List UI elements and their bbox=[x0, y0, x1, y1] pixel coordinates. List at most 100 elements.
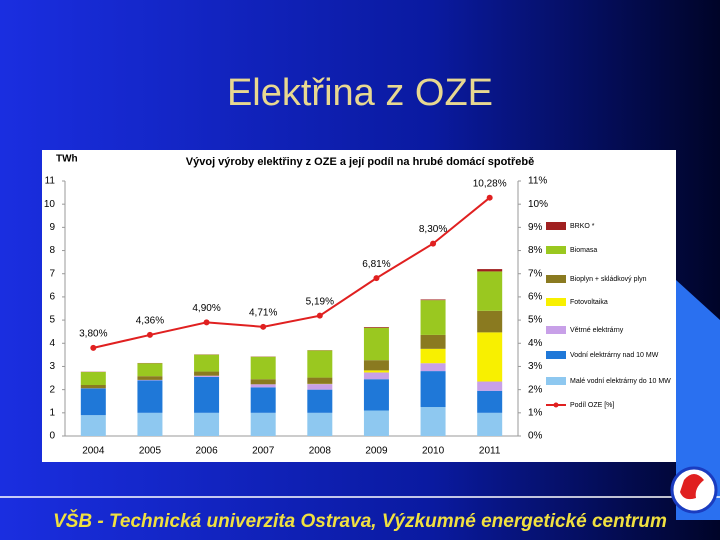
legend-swatch bbox=[546, 275, 566, 283]
y2-tick-label: 10% bbox=[528, 199, 548, 210]
bar-segment bbox=[421, 335, 446, 349]
bar-segment bbox=[364, 328, 389, 360]
bar-segment bbox=[421, 349, 446, 363]
bar-segment bbox=[421, 371, 446, 407]
y2-tick-label: 6% bbox=[528, 292, 543, 303]
x-tick-label: 2010 bbox=[422, 446, 445, 457]
bar-segment bbox=[477, 391, 502, 413]
legend-swatch bbox=[546, 246, 566, 254]
x-tick-label: 2006 bbox=[195, 446, 218, 457]
y-axis-label: TWh bbox=[56, 154, 78, 165]
legend-swatch bbox=[546, 222, 566, 230]
bar-segment bbox=[251, 357, 276, 379]
bar-segment bbox=[477, 382, 502, 391]
x-tick-label: 2005 bbox=[139, 446, 162, 457]
data-label: 8,30% bbox=[419, 224, 447, 235]
bar-segment bbox=[421, 300, 446, 335]
y2-tick-label: 11% bbox=[528, 176, 547, 187]
x-tick-label: 2009 bbox=[365, 446, 388, 457]
legend-label: Fotovoltaika bbox=[570, 299, 608, 306]
y-tick-label: 0 bbox=[49, 431, 55, 442]
data-label: 4,71% bbox=[249, 307, 277, 318]
bar-segment bbox=[137, 413, 162, 436]
data-label: 10,28% bbox=[473, 178, 507, 189]
bar-segment bbox=[477, 332, 502, 381]
bar-segment bbox=[307, 378, 332, 384]
y2-tick-label: 8% bbox=[528, 245, 543, 256]
y-tick-label: 3 bbox=[49, 361, 55, 372]
y2-tick-label: 0% bbox=[528, 431, 543, 442]
legend-label: Podíl OZE [%] bbox=[570, 402, 614, 409]
y2-tick-label: 3% bbox=[528, 361, 543, 372]
chart-title: Vývoj výroby elektřiny z OZE a její podí… bbox=[186, 156, 534, 168]
bar-segment bbox=[81, 415, 106, 436]
y-tick-label: 2 bbox=[49, 384, 55, 395]
y-tick-label: 11 bbox=[45, 176, 56, 187]
line-point bbox=[430, 241, 436, 247]
legend-label: Vodní elektrárny nad 10 MW bbox=[570, 352, 659, 359]
bar-segment bbox=[421, 407, 446, 436]
bar-segment bbox=[364, 327, 389, 328]
legend-label: Bioplyn + skládkový plyn bbox=[570, 276, 647, 283]
bar-segment bbox=[364, 411, 389, 437]
bar-segment bbox=[137, 376, 162, 380]
data-label: 4,90% bbox=[192, 303, 220, 314]
line-point bbox=[147, 332, 153, 338]
data-label: 6,81% bbox=[362, 259, 390, 270]
legend-swatch bbox=[546, 377, 566, 385]
bar-segment bbox=[137, 363, 162, 376]
y2-tick-label: 2% bbox=[528, 384, 543, 395]
line-point bbox=[373, 275, 379, 281]
bar-segment bbox=[194, 372, 219, 376]
x-tick-label: 2008 bbox=[309, 446, 332, 457]
y2-tick-label: 4% bbox=[528, 338, 543, 349]
y-tick-label: 8 bbox=[49, 245, 55, 256]
chart-panel bbox=[42, 150, 676, 462]
y2-tick-label: 1% bbox=[528, 407, 543, 418]
bar-segment bbox=[477, 413, 502, 436]
bar-segment bbox=[421, 299, 446, 300]
footer: VŠB - Technická univerzita Ostrava, Výzk… bbox=[53, 510, 667, 532]
legend-swatch bbox=[546, 298, 566, 306]
bar-segment bbox=[194, 413, 219, 436]
data-label: 4,36% bbox=[136, 316, 164, 327]
bar-segment bbox=[81, 372, 106, 385]
bar-segment bbox=[81, 385, 106, 388]
line-point bbox=[487, 195, 493, 201]
legend-swatch bbox=[546, 351, 566, 359]
x-tick-label: 2007 bbox=[252, 446, 275, 457]
legend-label: Větrné elektrárny bbox=[570, 327, 624, 334]
bar-segment bbox=[251, 384, 276, 387]
bar-segment bbox=[194, 377, 219, 413]
bar-segment bbox=[307, 390, 332, 413]
bar-segment bbox=[251, 379, 276, 384]
x-tick-label: 2004 bbox=[82, 446, 105, 457]
data-label: 5,19% bbox=[306, 296, 334, 307]
legend-marker bbox=[554, 403, 559, 408]
bar-segment bbox=[307, 350, 332, 377]
data-label: 3,80% bbox=[79, 329, 107, 340]
legend-swatch bbox=[546, 326, 566, 334]
y-tick-label: 7 bbox=[49, 268, 55, 279]
bar-segment bbox=[307, 413, 332, 436]
bar-segment bbox=[421, 363, 446, 371]
bar-segment bbox=[364, 372, 389, 379]
line-point bbox=[204, 319, 210, 325]
y-tick-label: 5 bbox=[49, 315, 55, 326]
bar-segment bbox=[194, 355, 219, 372]
y-tick-label: 10 bbox=[44, 199, 56, 210]
bar-segment bbox=[477, 269, 502, 271]
bar-segment bbox=[364, 370, 389, 372]
line-point bbox=[90, 345, 96, 351]
y-tick-label: 9 bbox=[49, 222, 55, 233]
bar-segment bbox=[251, 413, 276, 436]
y2-tick-label: 7% bbox=[528, 268, 543, 279]
y2-tick-label: 5% bbox=[528, 315, 543, 326]
line-point bbox=[260, 324, 266, 330]
bar-segment bbox=[81, 388, 106, 415]
legend-label: BRKO * bbox=[570, 223, 595, 230]
x-tick-label: 2011 bbox=[479, 446, 501, 457]
y-tick-label: 4 bbox=[49, 338, 55, 349]
slide-title: Elektřina z OZE bbox=[227, 72, 493, 114]
